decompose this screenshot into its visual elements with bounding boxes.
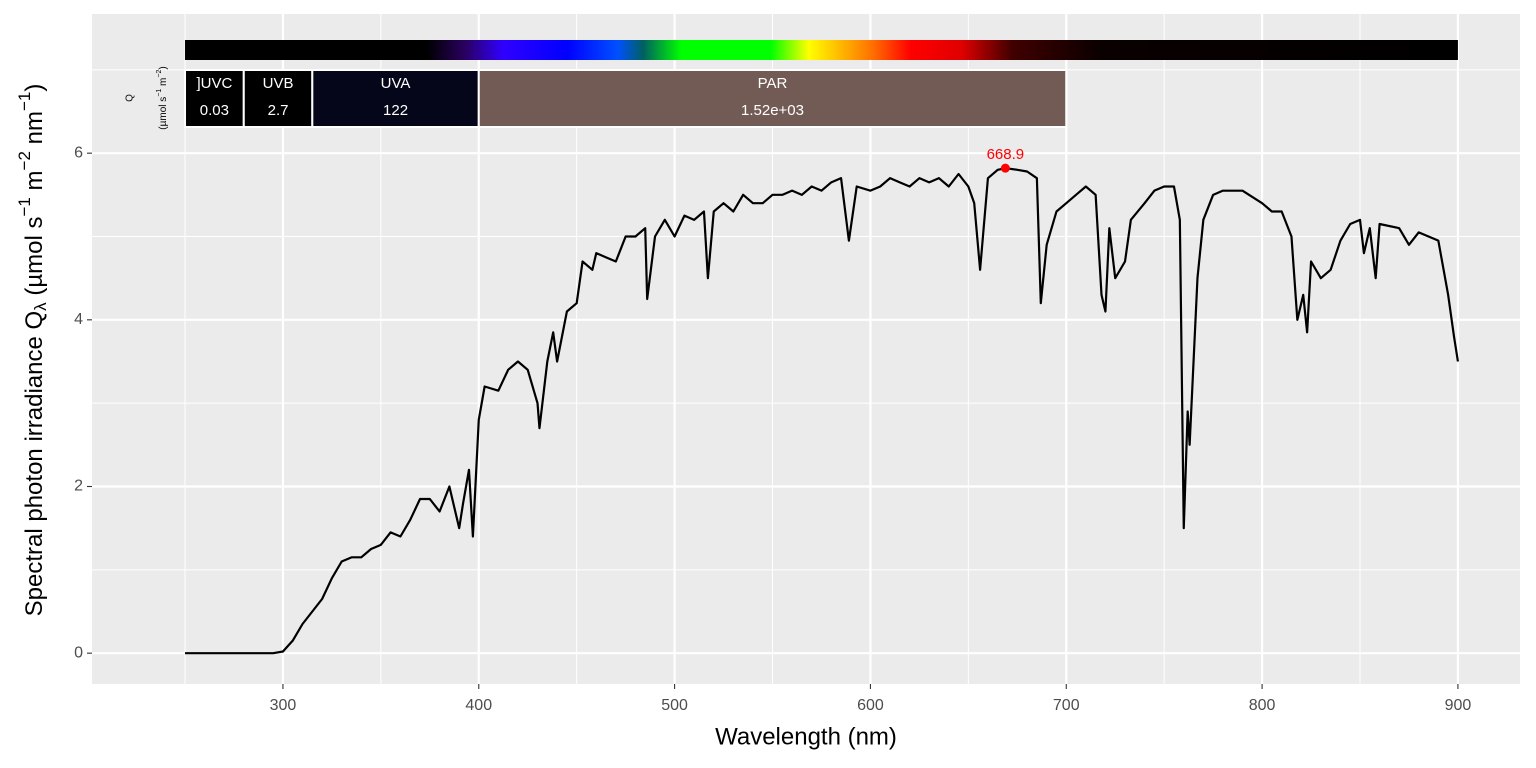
x-tick-label: 300 [270,697,297,714]
x-tick-label: 400 [465,697,492,714]
x-tick-label: 800 [1249,697,1276,714]
x-axis-title: Wavelength (nm) [715,723,897,750]
x-tick-label: 900 [1445,697,1472,714]
peak-point [1000,163,1010,173]
waveband-value: 0.03 [200,102,229,119]
x-tick-label: 500 [661,697,688,714]
waveband-value: 2.7 [268,102,289,119]
y-tick-label: 0 [74,644,83,661]
waveband-name: UVB [263,75,294,92]
y-tick-label: 4 [74,311,83,328]
waveband [477,69,1068,128]
y-tick-label: 2 [74,478,83,495]
waveband-value: 122 [383,102,408,119]
y-tick-label: 6 [74,144,83,161]
waveband-name: PAR [758,75,788,92]
band-label: Q [125,94,136,102]
x-tick-label: 600 [857,697,884,714]
band-unit: (µmol s−1 m−2) [156,66,169,129]
spectrum-line [185,167,1460,655]
waveband-value: 1.52e+03 [741,102,804,119]
peak-label: 668.9 [987,146,1025,163]
waveband [184,69,245,128]
spectrum-bar [185,40,1458,60]
waveband [242,69,314,128]
waveband-name: ]UVC [196,75,232,92]
waveband-name: UVA [381,75,411,92]
y-axis-title: Spectral photon irradiance Qλ (µmol s−1 … [15,84,50,617]
waveband [311,69,480,128]
x-tick-label: 700 [1053,697,1080,714]
